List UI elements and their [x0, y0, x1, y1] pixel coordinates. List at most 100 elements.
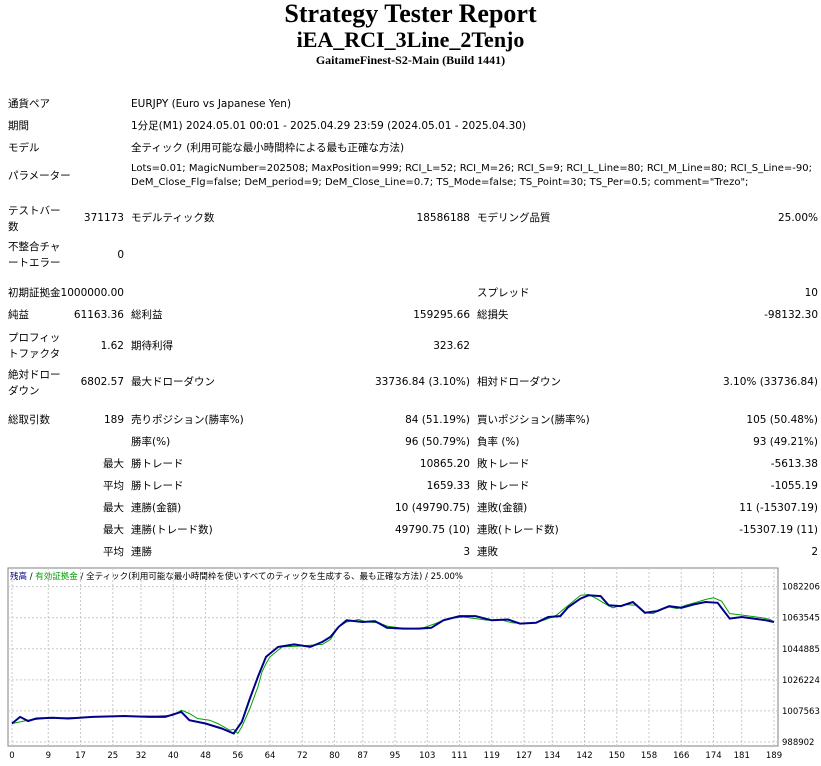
x-tick-label: 119 [484, 751, 500, 761]
x-tick-label: 95 [390, 751, 401, 761]
x-tick-label: 72 [297, 751, 308, 761]
legend-quality: 25.00% [431, 572, 463, 582]
params-line-1: Lots=0.01; MagicNumber=202508; MaxPositi… [131, 163, 812, 174]
x-tick-label: 158 [641, 751, 657, 761]
largest-win-value: 10865.20 [419, 458, 470, 470]
net-label: 純益 [8, 309, 29, 321]
gross-profit-label: 総利益 [131, 309, 163, 321]
x-tick-label: 103 [419, 751, 435, 761]
loss-value: 93 (49.21%) [753, 436, 818, 448]
ticks-label: モデルティック数 [131, 212, 215, 224]
largest-win-label: 勝トレード [131, 458, 184, 470]
chart-frame [7, 567, 779, 747]
max-consec-win-value: 10 (49790.75) [395, 502, 470, 514]
x-tick-label: 40 [168, 751, 179, 761]
max-consec-loss-value: 11 (-15307.19) [739, 502, 818, 514]
params-label: パラメーター [8, 170, 71, 182]
win-label: 勝率(%) [131, 436, 171, 448]
max-consec-win-label: 連勝(金額) [131, 502, 182, 514]
gross-profit-value: 159295.66 [413, 309, 470, 321]
period-value: 1分足(M1) 2024.05.01 00:01 - 2025.04.29 23… [131, 120, 527, 132]
long-label: 買いポジション(勝率%) [477, 414, 590, 426]
x-tick-label: 174 [705, 751, 721, 761]
net-value: 61163.36 [73, 309, 124, 321]
x-tick-label: 134 [544, 751, 560, 761]
x-tick-label: 127 [516, 751, 532, 761]
y-tick-label: 988902 [782, 738, 814, 748]
avg-win-value: 1659.33 [426, 480, 470, 492]
bars-label: テストバー数 [8, 205, 61, 233]
max-consec-profit-label: 連勝(トレード数) [131, 524, 213, 536]
expected-value: 323.62 [433, 340, 470, 352]
x-tick-label: 189 [766, 751, 782, 761]
x-tick-label: 64 [265, 751, 276, 761]
loss-label: 負率 (%) [477, 436, 520, 448]
max-consec-loss2-label: 連敗(トレード数) [477, 524, 559, 536]
max-consec-profit-value: 49790.75 (10) [395, 524, 470, 536]
ticks-value: 18586188 [416, 212, 470, 224]
server-build: GaitameFinest-S2-Main (Build 1441) [315, 53, 506, 67]
deposit-label: 初期証拠金 [8, 287, 61, 299]
abs-dd-value: 6802.57 [80, 376, 124, 388]
max-consec-loss2-value: -15307.19 (11) [739, 524, 818, 536]
chart-legend: 残高 / 有効証拠金 / 全ティック(利用可能な最小時間枠を使いすべてのティック… [10, 571, 463, 582]
ea-name: iEA_RCI_3Line_2Tenjo [296, 27, 525, 52]
balance-line [11, 594, 775, 735]
short-label: 売りポジション(勝率%) [131, 414, 244, 426]
params-line-2: DeM_Close_Flg=false; DeM_period=9; DeM_C… [131, 177, 749, 188]
x-tick-label: 32 [136, 751, 147, 761]
legend-sep-2: / [78, 572, 86, 582]
avg-consec-loss-value: 2 [811, 546, 818, 558]
y-tick-label: 1082206 [782, 583, 820, 593]
x-tick-label: 80 [329, 751, 340, 761]
bars-value: 371173 [83, 212, 124, 224]
legend-sep-3: / [422, 572, 430, 582]
legend-model: 全ティック(利用可能な最小時間枠を使いすべてのティックを生成する、最も正確な方法… [86, 571, 422, 582]
y-tick-label: 1007563 [782, 707, 820, 717]
trades-value: 189 [103, 414, 124, 426]
x-tick-label: 150 [609, 751, 625, 761]
model-label: モデル [8, 142, 40, 154]
y-tick-label: 1044885 [782, 645, 820, 655]
trades-label: 総取引数 [8, 414, 50, 426]
spread-label: スプレッド [477, 287, 530, 299]
gross-loss-label: 総損失 [477, 309, 509, 321]
x-axis-ticks: 0 9 17 25 32 40 48 56 64 72 80 87 95 103 111 119 127 134 1… [9, 751, 782, 761]
spread-value: 10 [804, 287, 818, 299]
symbol-label: 通貨ペア [8, 98, 50, 110]
x-tick-label: 87 [357, 751, 368, 761]
avg-consec-win-label: 連勝 [131, 546, 152, 558]
x-tick-label: 111 [451, 751, 467, 761]
x-tick-label: 48 [200, 751, 211, 761]
x-tick-label: 56 [232, 751, 243, 761]
avg-consec-win-value: 3 [463, 546, 470, 558]
y-tick-label: 1063545 [782, 614, 820, 624]
win-value: 96 (50.79%) [405, 436, 470, 448]
avg-prefix-1: 平均 [103, 480, 124, 492]
legend-sep-1: / [27, 572, 35, 582]
model-value: 全ティック (利用可能な最小時間枠による最も正確な方法) [131, 142, 405, 154]
period-label: 期間 [8, 120, 29, 132]
x-tick-label: 25 [107, 751, 118, 761]
x-tick-label: 9 [46, 751, 51, 761]
quality-label: モデリング品質 [477, 212, 551, 224]
quality-value: 25.00% [777, 212, 818, 224]
pf-label: プロフィットファクタ [8, 332, 61, 360]
report-title: Strategy Tester Report [284, 0, 537, 28]
x-tick-label: 166 [673, 751, 689, 761]
y-axis-ticks: 1082206 1063545 1044885 1026224 1007563 98890… [782, 583, 820, 748]
x-tick-label: 17 [75, 751, 86, 761]
avg-win-label: 勝トレード [131, 480, 184, 492]
max-consec-loss-label: 連敗(金額) [477, 502, 528, 514]
legend-balance: 残高 [10, 571, 27, 582]
x-tick-label: 0 [9, 751, 14, 761]
max-prefix-3: 最大 [103, 524, 124, 536]
rel-dd-value: 3.10% (33736.84) [723, 376, 818, 388]
y-tick-label: 1026224 [782, 676, 820, 686]
avg-prefix-2: 平均 [103, 546, 124, 558]
x-tick-label: 181 [734, 751, 750, 761]
rel-dd-label: 相対ドローダウン [477, 376, 561, 388]
expected-label: 期待利得 [131, 340, 173, 352]
max-dd-label: 最大ドローダウン [131, 376, 215, 388]
pf-value: 1.62 [100, 340, 124, 352]
